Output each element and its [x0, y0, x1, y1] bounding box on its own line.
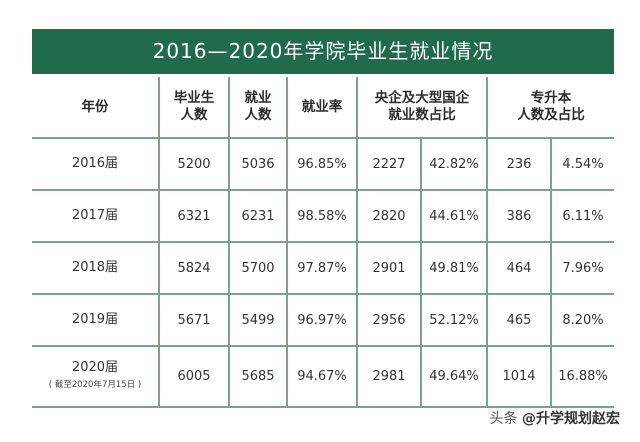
cell-upgrade-pct: 4.54% [552, 139, 614, 191]
year-label: 2016届 [71, 156, 119, 171]
watermark-handle: @升学规划赵宏 [522, 411, 620, 427]
cell-soe: 2901 [358, 243, 422, 295]
cell-upgrade: 464 [488, 243, 552, 295]
cell-upgrade: 465 [488, 295, 552, 347]
row-year-2016: 2016届 [32, 139, 160, 191]
cell-employed: 5499 [230, 295, 288, 347]
cell-grads: 6321 [160, 191, 230, 243]
header-upgrade-line1: 专升本 [530, 90, 572, 106]
header-rate: 就业率 [288, 77, 358, 139]
cell-upgrade-pct: 7.96% [552, 243, 614, 295]
cell-soe: 2956 [358, 295, 422, 347]
header-soe: 央企及大型国企 就业数占比 [358, 77, 488, 139]
row-year-2017: 2017届 [32, 191, 160, 243]
cell-upgrade-pct: 16.88% [552, 347, 614, 408]
cell-rate: 98.58% [288, 191, 358, 243]
header-employed-line2: 人数 [244, 107, 272, 123]
cell-grads: 6005 [160, 347, 230, 408]
cell-upgrade: 236 [488, 139, 552, 191]
header-year: 年份 [32, 77, 160, 139]
cell-employed: 5036 [230, 139, 288, 191]
cell-soe-pct: 44.61% [422, 191, 488, 243]
year-label: 2018届 [71, 260, 119, 275]
cell-rate: 96.85% [288, 139, 358, 191]
row-year-2019: 2019届 [32, 295, 160, 347]
cell-grads: 5671 [160, 295, 230, 347]
header-upgrade-line2: 人数及占比 [517, 107, 585, 123]
cell-rate: 97.87% [288, 243, 358, 295]
header-upgrade: 专升本 人数及占比 [488, 77, 614, 139]
header-soe-line2: 就业数占比 [388, 107, 456, 123]
year-label: 2017届 [71, 208, 119, 223]
year-label: 2020届 [71, 360, 119, 375]
cell-soe-pct: 42.82% [422, 139, 488, 191]
cell-upgrade: 386 [488, 191, 552, 243]
table-title: 2016—2020年学院毕业生就业情况 [32, 29, 614, 74]
cell-grads: 5824 [160, 243, 230, 295]
cell-upgrade: 1014 [488, 347, 552, 408]
cell-upgrade-pct: 8.20% [552, 295, 614, 347]
header-employed: 就业 人数 [230, 77, 288, 139]
cell-employed: 5700 [230, 243, 288, 295]
cell-employed: 5685 [230, 347, 288, 408]
row-year-2020: 2020届 ( 截至2020年7月15日 ) [32, 347, 160, 408]
cell-upgrade-pct: 6.11% [552, 191, 614, 243]
cell-rate: 94.67% [288, 347, 358, 408]
header-graduates-line2: 人数 [180, 107, 208, 123]
year-note: ( 截至2020年7月15日 ) [48, 380, 142, 390]
watermark: 头条 @升学规划赵宏 [490, 408, 620, 428]
cell-soe-pct: 49.81% [422, 243, 488, 295]
cell-soe: 2820 [358, 191, 422, 243]
watermark-prefix: 头条 [489, 411, 522, 427]
cell-soe: 2981 [358, 347, 422, 408]
year-label: 2019届 [71, 312, 119, 327]
cell-employed: 6231 [230, 191, 288, 243]
header-employed-line1: 就业 [244, 90, 272, 106]
table-container: 2016—2020年学院毕业生就业情况 年份 毕业生 人数 就业 人数 就业率 央企… [32, 29, 614, 408]
header-soe-line1: 央企及大型国企 [374, 90, 470, 106]
employment-table: 年份 毕业生 人数 就业 人数 就业率 央企及大型国企 就业数占比 专升本 人数及占比 … [32, 77, 614, 408]
header-graduates-line1: 毕业生 [173, 90, 215, 106]
cell-soe-pct: 52.12% [422, 295, 488, 347]
cell-soe: 2227 [358, 139, 422, 191]
cell-rate: 96.97% [288, 295, 358, 347]
header-graduates: 毕业生 人数 [160, 77, 230, 139]
row-year-2018: 2018届 [32, 243, 160, 295]
cell-grads: 5200 [160, 139, 230, 191]
cell-soe-pct: 49.64% [422, 347, 488, 408]
